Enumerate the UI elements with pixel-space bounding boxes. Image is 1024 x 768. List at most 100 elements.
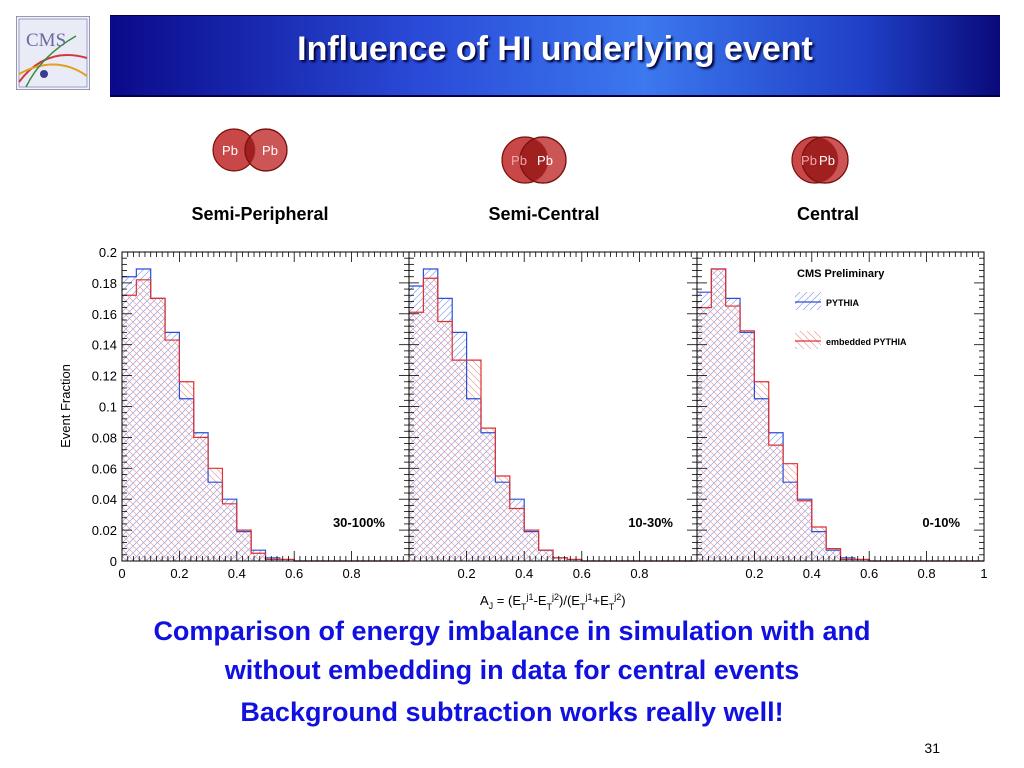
overlap-region xyxy=(520,137,548,183)
bar xyxy=(136,279,151,561)
centrality-class-label: Central xyxy=(797,204,859,224)
bar xyxy=(725,306,741,561)
legend-entry-embedded-pythia: embedded PYTHIA xyxy=(795,331,907,349)
y-tick-label: 0.12 xyxy=(92,369,117,384)
legend-label: PYTHIA xyxy=(826,298,860,308)
bar xyxy=(567,559,582,561)
bar xyxy=(509,508,525,561)
bar xyxy=(754,381,769,561)
bar xyxy=(437,321,453,561)
centrality-label: 30-100% xyxy=(333,515,385,530)
bar xyxy=(697,307,712,561)
bar xyxy=(495,476,510,561)
caption-line-3: Background subtraction works really well… xyxy=(240,697,784,727)
x-tick-label: 0.2 xyxy=(458,566,476,581)
legend: CMS Preliminary PYTHIA embedded PYTHIA xyxy=(795,268,907,349)
logo-text: CMS xyxy=(26,30,66,51)
title-bar: Influence of HI underlying event xyxy=(110,15,1000,97)
nucleus-left-label: Pb xyxy=(511,153,527,168)
bar xyxy=(481,428,496,561)
y-tick-label: 0.14 xyxy=(92,338,117,353)
series-embedded-pythia xyxy=(697,268,870,561)
x-tick-label: 0.6 xyxy=(860,566,878,581)
bar xyxy=(236,530,252,561)
bar xyxy=(524,530,539,561)
x-tick-label: 0.4 xyxy=(515,566,533,581)
nucleus-left-label: Pb xyxy=(801,153,817,168)
x-tick-label: 0 xyxy=(118,566,125,581)
panel-2: 0.2 0.4 0.6 0.8 10-30% xyxy=(408,251,698,581)
x-tick-label: 0.8 xyxy=(918,566,936,581)
y-tick-label: 0.06 xyxy=(92,461,117,476)
bar xyxy=(840,559,855,561)
nucleus-left-label: Pb xyxy=(222,143,238,158)
x-tick-label: 0.4 xyxy=(228,566,246,581)
legend-swatch xyxy=(795,331,821,349)
x-tick-label: 0.2 xyxy=(170,566,188,581)
x-tick-label: 0.6 xyxy=(573,566,591,581)
bar xyxy=(797,500,812,561)
bar xyxy=(740,330,755,561)
x-tick-label: 0.8 xyxy=(630,566,648,581)
bar xyxy=(423,278,438,561)
y-tick-label: 0.1 xyxy=(99,400,117,415)
y-tick-label: 0.04 xyxy=(92,492,117,507)
bar xyxy=(768,445,784,561)
collision-2: Pb Pb Semi-Central xyxy=(488,136,600,224)
bar xyxy=(222,503,237,561)
y-tick-label: 0 xyxy=(110,554,117,569)
y-tick-label: 0.02 xyxy=(92,523,117,538)
bar xyxy=(466,360,481,561)
bar xyxy=(826,548,841,561)
bar xyxy=(811,527,827,561)
caption-line-1: Comparison of energy imbalance in simula… xyxy=(153,616,871,646)
bar xyxy=(150,298,166,561)
y-axis-title: Event Fraction xyxy=(58,364,73,448)
panel-3: 0.2 0.4 0.6 0.8 1 0-10% xyxy=(696,251,988,581)
x-axis-title: AJ = (ETj1-ETj2)/(ETj1+ETj2) xyxy=(480,592,626,612)
centrality-class-label: Semi-Peripheral xyxy=(191,204,328,224)
bar xyxy=(208,468,223,561)
x-tick-label: 0.6 xyxy=(285,566,303,581)
y-tick-label: 0.08 xyxy=(92,430,117,445)
bar xyxy=(179,381,194,561)
chart: 0 0.2 0.4 0.6 0.830-100%0.2 0.4 0.6 0.810-30%0.… xyxy=(58,245,988,612)
bar xyxy=(538,550,553,561)
caption-line-2: without embedding in data for central ev… xyxy=(224,655,800,685)
x-tick-label: 0.4 xyxy=(803,566,821,581)
y-tick-label: 0.18 xyxy=(92,276,117,291)
centrality-class-label: Semi-Central xyxy=(488,204,599,224)
legend-label: embedded PYTHIA xyxy=(826,337,907,347)
bar xyxy=(452,360,467,561)
x-tick-label: 0.2 xyxy=(745,566,763,581)
bar xyxy=(193,437,209,561)
nucleus-right-label: Pb xyxy=(262,143,278,158)
centrality-label: 0-10% xyxy=(922,515,960,530)
bar xyxy=(265,559,280,561)
bar xyxy=(251,553,266,561)
collision-1: Pb Pb Semi-Peripheral xyxy=(191,128,329,224)
legend-entry-pythia: PYTHIA xyxy=(795,292,860,310)
cms-logo: CMS xyxy=(16,16,90,90)
nucleus-right-label: Pb xyxy=(537,153,553,168)
legend-swatch xyxy=(795,292,821,310)
bar xyxy=(711,268,726,561)
nucleus-right-label: Pb xyxy=(819,153,835,168)
bar xyxy=(165,340,180,561)
bar xyxy=(783,463,798,561)
centrality-label: 10-30% xyxy=(628,515,673,530)
legend-title: CMS Preliminary xyxy=(797,268,885,280)
bar xyxy=(279,559,295,561)
series-embedded-pythia xyxy=(122,279,295,561)
y-tick-label: 0.2 xyxy=(99,245,117,260)
slide-number: 31 xyxy=(924,740,940,756)
x-tick-label: 0.8 xyxy=(343,566,361,581)
collision-3: Pb Pb Central xyxy=(791,136,859,224)
slide-title: Influence of HI underlying event xyxy=(297,30,813,68)
y-tick-label: 0.16 xyxy=(92,307,117,322)
x-tick-label: 1 xyxy=(980,566,987,581)
bar xyxy=(122,295,137,561)
panel-1: 0 0.2 0.4 0.6 0.8 30-100% xyxy=(118,251,410,581)
